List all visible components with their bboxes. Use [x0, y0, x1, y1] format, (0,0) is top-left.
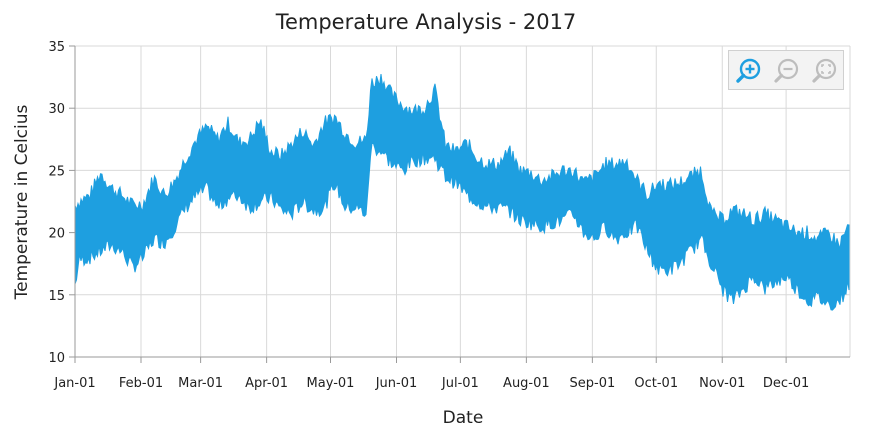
y-tick-label: 35	[48, 40, 65, 55]
series-layer	[74, 74, 850, 311]
x-tick-label: Oct-01	[634, 376, 678, 391]
x-axis-title: Date	[443, 408, 484, 428]
x-tick-label: Nov-01	[699, 376, 745, 391]
chart-title: Temperature Analysis - 2017	[275, 10, 577, 34]
y-tick-label: 15	[48, 289, 65, 304]
temperature-range-area	[74, 74, 850, 311]
x-tick-label: Feb-01	[119, 376, 163, 391]
x-tick-label: Jun-01	[375, 376, 418, 391]
reset-zoom-icon[interactable]	[811, 57, 839, 85]
zoom-in-icon[interactable]	[735, 57, 763, 85]
x-tick-label: Dec-01	[763, 376, 809, 391]
x-tick-label: Mar-01	[178, 376, 223, 391]
x-tick-label: Sep-01	[570, 376, 616, 391]
zoom-toolbar	[728, 50, 844, 90]
y-axis-title: Temperature in Celcius	[12, 104, 32, 300]
y-tick-label: 30	[48, 102, 65, 117]
y-tick-label: 10	[48, 351, 65, 366]
x-tick-label: Apr-01	[245, 376, 288, 391]
x-tick-label: May-01	[307, 376, 355, 391]
x-tick-label: Aug-01	[503, 376, 550, 391]
y-tick-label: 25	[48, 164, 65, 179]
zoom-out-icon[interactable]	[773, 57, 801, 85]
axes-layer: 10 15 20 25 30 35 Jan-01 Feb-01 Mar-01 Apr-01 May-…	[48, 40, 850, 391]
x-tick-label: Jan-01	[53, 376, 95, 391]
y-tick-label: 20	[48, 227, 65, 242]
x-tick-label: Jul-01	[441, 376, 479, 391]
